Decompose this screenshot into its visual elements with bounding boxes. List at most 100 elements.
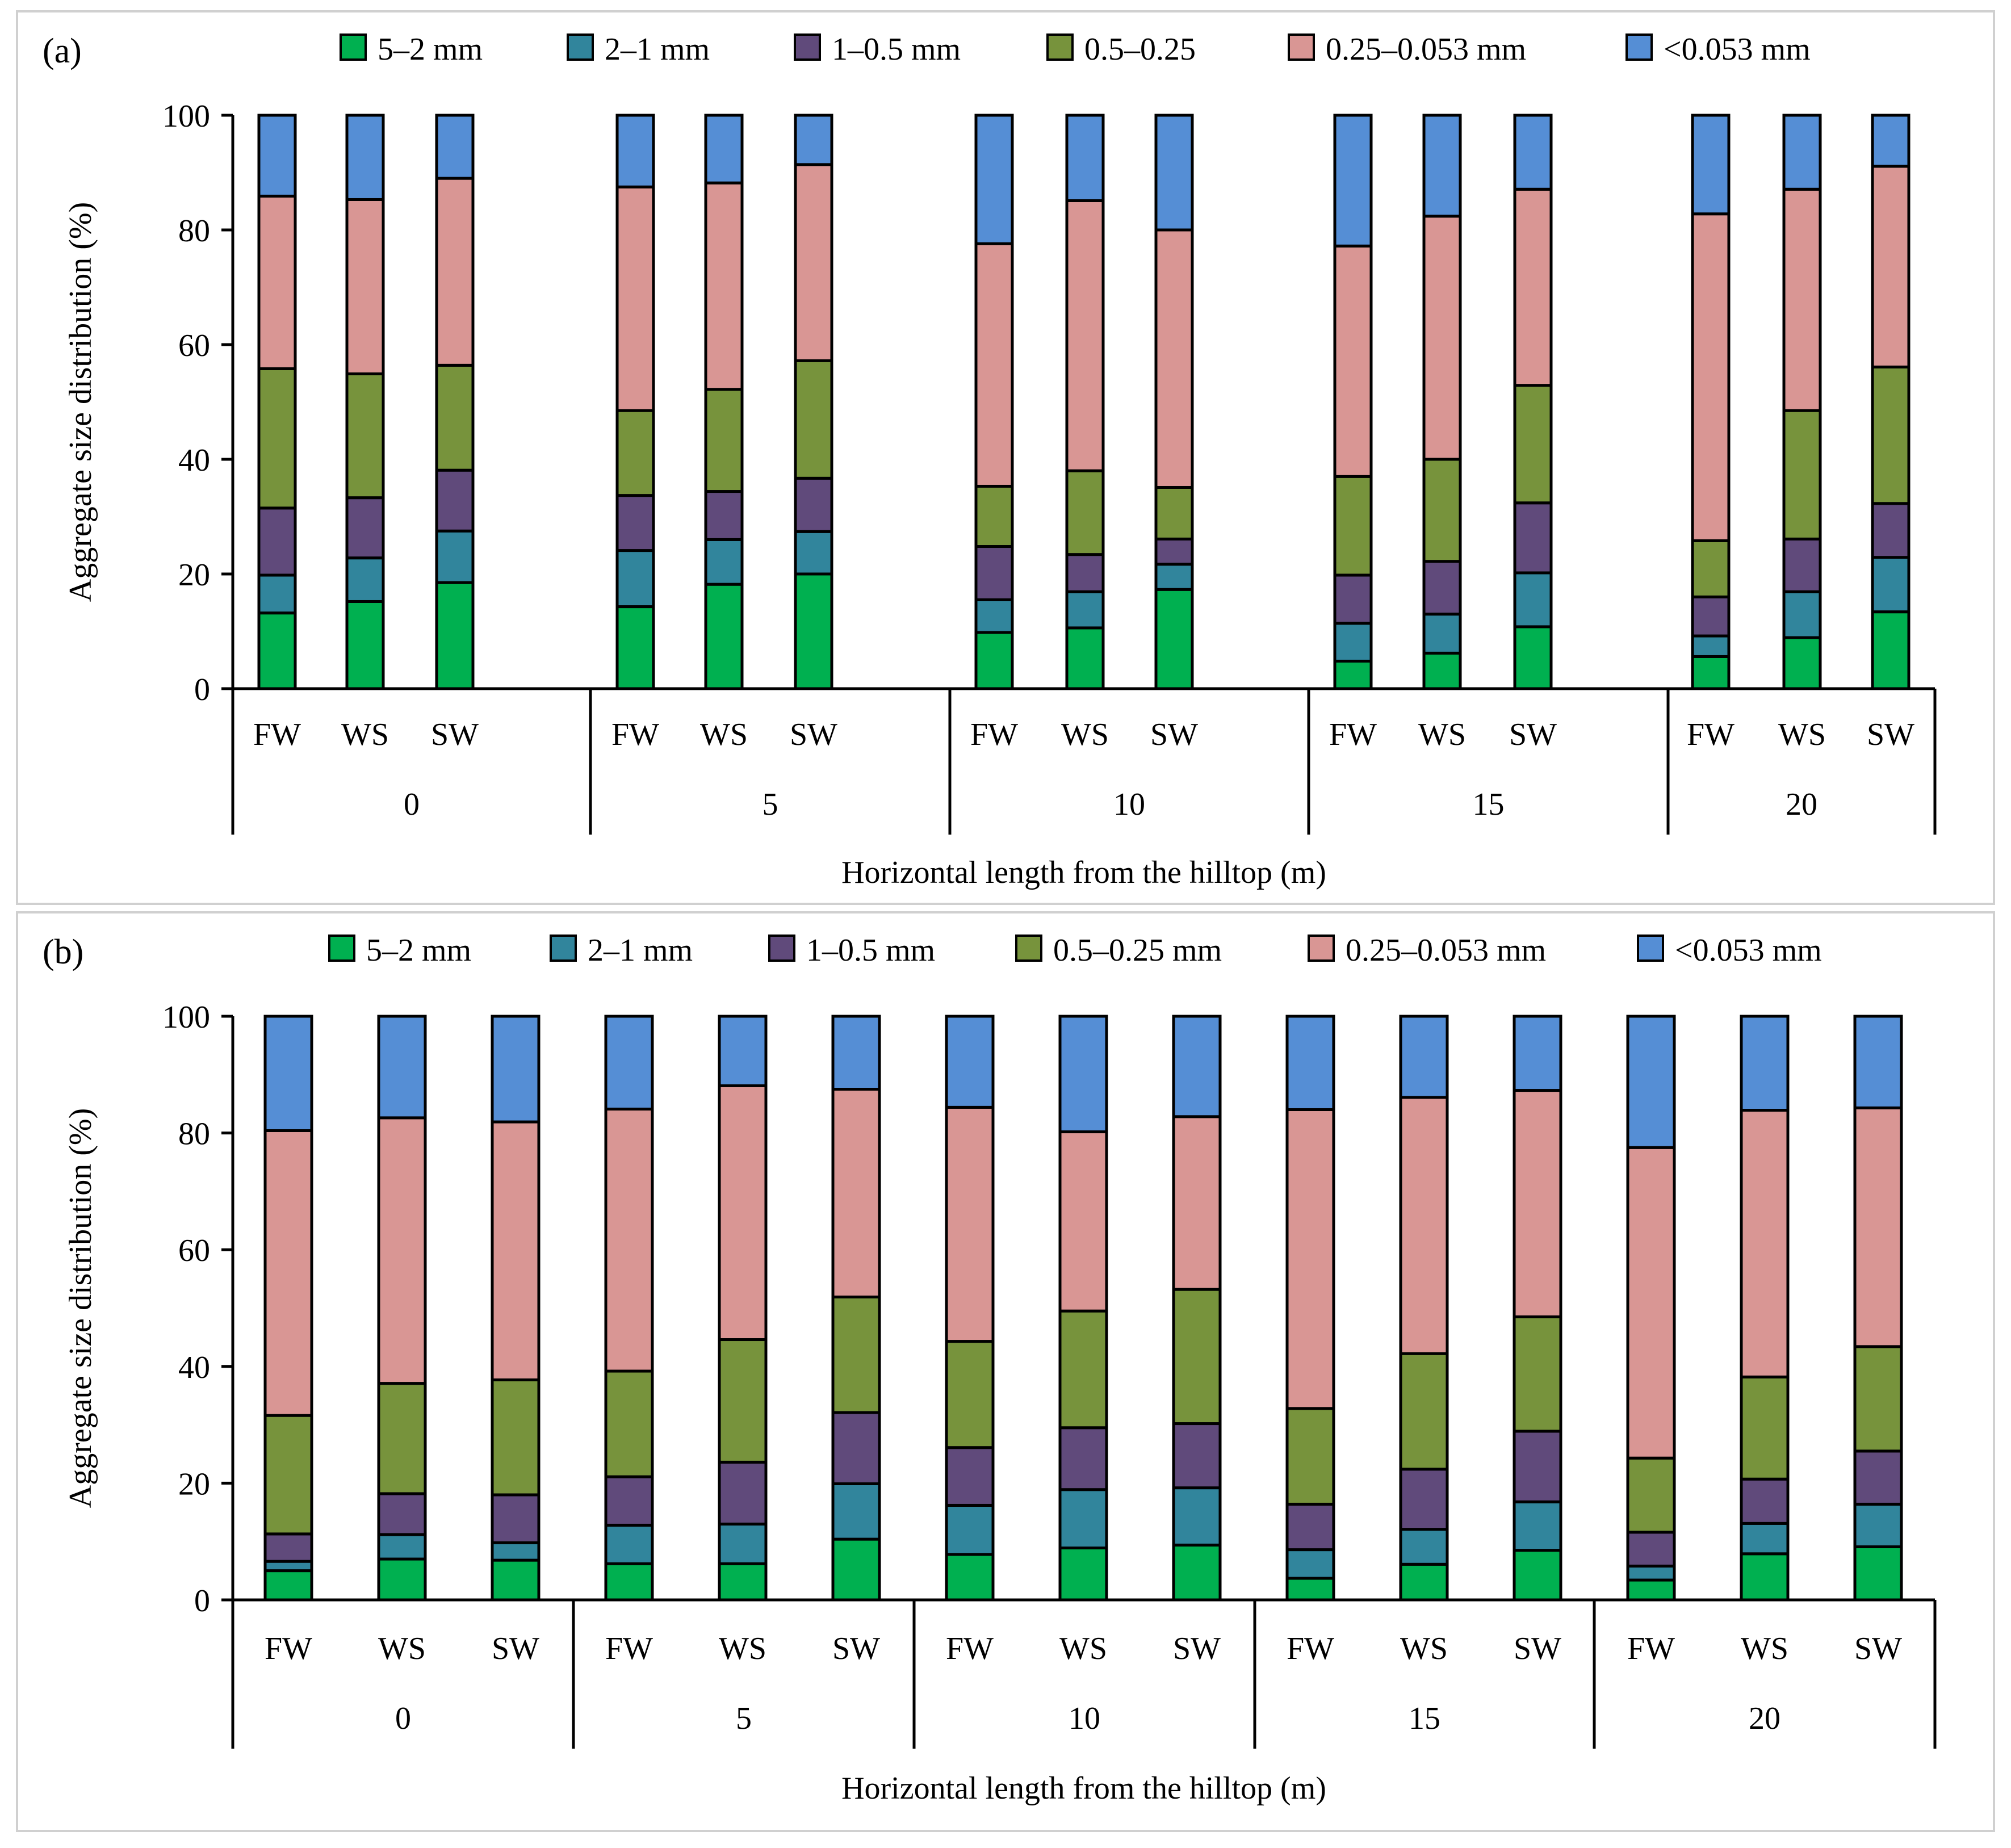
bar-segment-4-1-3 — [1740, 1375, 1790, 1481]
y-tick-label: 20 — [178, 558, 210, 593]
bar-segment-2-2-4 — [1154, 228, 1194, 489]
bar-segment-1-1-3 — [704, 388, 744, 493]
bar-segment-4-0-5 — [1691, 114, 1731, 216]
bar-segment-1-2-4 — [794, 163, 833, 362]
x-category-label: FW — [1287, 1631, 1334, 1666]
legend: 5–2 mm 2–1 mm 1–0.5 mm 0.5–0.25 0.25–0.053 m… — [340, 32, 1811, 67]
x-group-label: 0 — [404, 787, 420, 822]
bar-segment-4-0-0 — [1691, 655, 1731, 690]
bar-segment-1-2-1 — [794, 530, 833, 576]
x-category-label: WS — [1061, 717, 1109, 752]
bar-segment-3-2-3 — [1513, 384, 1553, 505]
bar-segment-4-0-2 — [1691, 595, 1731, 638]
bar-segment-4-0-4 — [1691, 212, 1731, 542]
x-category-label: WS — [1778, 717, 1826, 752]
bar-segment-0-2-5 — [435, 114, 475, 180]
bar-segment-0-0-2 — [257, 506, 297, 577]
legend-label: 0.5–0.25 — [1084, 32, 1196, 67]
y-tick-label: 100 — [162, 99, 210, 134]
x-category-label: WS — [341, 717, 389, 752]
bar-segment-3-1-5 — [1399, 1015, 1449, 1099]
legend-swatch — [1015, 935, 1042, 962]
x-group-label: 10 — [1113, 787, 1145, 822]
y-axis-title: Aggregate size distribution (%) — [63, 202, 98, 602]
y-tick-label: 80 — [178, 1117, 210, 1152]
bar-segment-2-0-0 — [974, 631, 1014, 690]
bar-segment-4-0-2 — [1626, 1531, 1676, 1568]
bar-segment-3-0-1 — [1333, 622, 1373, 663]
x-category-label: SW — [790, 717, 837, 752]
bar-segment-1-2-4 — [831, 1088, 881, 1298]
y-tick-label: 60 — [178, 328, 210, 363]
bar-segment-0-1-2 — [377, 1492, 427, 1536]
bar-segment-0-1-1 — [377, 1533, 427, 1561]
bar-segment-1-2-3 — [794, 359, 833, 480]
bar-segment-2-2-2 — [1172, 1422, 1222, 1490]
bar-segment-1-1-1 — [718, 1522, 768, 1565]
bar-segment-3-2-0 — [1513, 625, 1553, 690]
bar-segment-3-2-4 — [1513, 187, 1553, 387]
bar-segment-0-2-2 — [435, 468, 475, 533]
bar-segment-4-2-5 — [1853, 1015, 1903, 1109]
bar-segment-1-2-5 — [831, 1015, 881, 1091]
bar-segment-4-2-3 — [1871, 365, 1911, 505]
legend-swatch — [1625, 33, 1653, 61]
bar-segment-2-1-3 — [1065, 469, 1105, 556]
x-group-label: 0 — [395, 1701, 411, 1736]
bar-segment-2-1-3 — [1058, 1309, 1108, 1430]
bar-segment-2-1-0 — [1058, 1547, 1108, 1602]
bar-segment-3-1-0 — [1422, 651, 1462, 690]
bar-segment-2-0-1 — [974, 598, 1014, 634]
bar-segment-3-0-5 — [1285, 1015, 1335, 1111]
bar-segment-2-0-4 — [974, 242, 1014, 488]
legend-swatch — [1046, 33, 1074, 61]
bar-segment-0-0-5 — [263, 1015, 313, 1132]
bar-segment-0-2-1 — [491, 1541, 541, 1562]
x-category-label: SW — [1867, 717, 1914, 752]
x-category-label: FW — [605, 1631, 653, 1666]
legend-swatch — [768, 935, 795, 962]
x-axis-title: Horizontal length from the hilltop (m) — [841, 855, 1326, 890]
bar-segment-0-2-0 — [435, 581, 475, 690]
bar-segment-3-1-3 — [1399, 1352, 1449, 1471]
bar-segment-1-0-5 — [615, 114, 655, 188]
panel-b: (b) 5–2 mm 2–1 mm 1–0.5 mm 0.5–0.25 mm 0.25–0… — [16, 911, 1995, 1832]
x-category-label: SW — [832, 1631, 880, 1666]
bars — [263, 1015, 1903, 1602]
legend-label: 1–0.5 mm — [806, 933, 935, 968]
bar-segment-2-1-2 — [1065, 553, 1105, 593]
bar-segment-3-0-1 — [1285, 1548, 1335, 1580]
bar-segment-1-0-1 — [604, 1523, 654, 1565]
bar-segment-4-1-5 — [1740, 1015, 1790, 1112]
panel-label: (b) — [43, 933, 83, 971]
bar-segment-4-0-1 — [1691, 634, 1731, 658]
bar-segment-2-0-3 — [974, 484, 1014, 548]
legend-swatch — [1637, 935, 1664, 962]
x-category-label: WS — [1418, 717, 1466, 752]
bar-segment-2-0-0 — [945, 1553, 995, 1602]
x-group-label: 5 — [762, 787, 778, 822]
bar-segment-0-2-3 — [435, 363, 475, 472]
bar-segment-3-2-5 — [1513, 1015, 1562, 1092]
bar-segment-4-1-1 — [1782, 590, 1822, 639]
bar-segment-2-2-0 — [1154, 588, 1194, 690]
bar-segment-0-1-4 — [377, 1116, 427, 1385]
legend-label: 2–1 mm — [588, 933, 693, 968]
bar-segment-2-1-4 — [1065, 199, 1105, 472]
bar-segment-3-2-1 — [1513, 1500, 1562, 1552]
bar-segment-1-2-5 — [794, 114, 833, 166]
x-category-label: FW — [970, 717, 1018, 752]
legend-label: <0.053 mm — [1675, 933, 1822, 968]
bar-segment-0-1-3 — [345, 372, 385, 500]
bar-segment-3-1-4 — [1399, 1096, 1449, 1355]
x-group-label: 10 — [1069, 1701, 1100, 1736]
y-tick-label: 0 — [194, 672, 210, 707]
bar-segment-4-2-1 — [1853, 1502, 1903, 1548]
x-category-label: WS — [1741, 1631, 1788, 1666]
bar-segment-0-2-4 — [491, 1120, 541, 1381]
bar-segment-4-2-5 — [1871, 114, 1911, 168]
bar-segment-2-1-1 — [1058, 1488, 1108, 1550]
x-category-label: WS — [378, 1631, 426, 1666]
legend-label: 5–2 mm — [378, 32, 483, 67]
